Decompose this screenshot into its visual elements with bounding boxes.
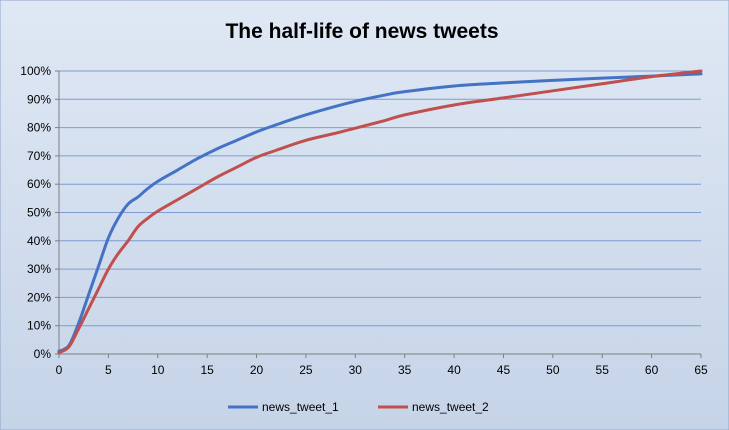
- x-tick-label: 20: [250, 363, 264, 377]
- x-tick-label: 50: [546, 363, 560, 377]
- x-tick-label: 40: [447, 363, 461, 377]
- chart-title: The half-life of news tweets: [225, 20, 498, 43]
- x-tick-label: 35: [398, 363, 412, 377]
- y-axis-tick-labels: 0% 10% 20% 30% 40% 50% 60% 70% 80% 90% 100%: [20, 64, 51, 361]
- series-line-news-tweet-2: [57, 69, 703, 355]
- x-tick-label: 5: [105, 363, 112, 377]
- legend: news_tweet_1 news_tweet_2: [228, 400, 489, 414]
- y-tick-label: 80%: [27, 121, 51, 135]
- y-tick-label: 40%: [27, 234, 51, 248]
- y-tick-label: 0%: [34, 347, 52, 361]
- y-tick-label: 50%: [27, 206, 51, 220]
- x-tick-label: 0: [56, 363, 63, 377]
- y-tick-label: 60%: [27, 177, 51, 191]
- legend-label-news-tweet-2: news_tweet_2: [412, 400, 489, 414]
- x-tick-label: 10: [151, 363, 165, 377]
- y-tick-label: 30%: [27, 262, 51, 276]
- x-tick-label: 30: [349, 363, 363, 377]
- x-tick-label: 25: [299, 363, 313, 377]
- x-tick-label: 65: [694, 363, 708, 377]
- gridlines: [59, 70, 701, 327]
- y-tick-label: 100%: [20, 64, 51, 78]
- x-axis-tick-labels: 0 5 10 15 20 25 30 35 40 45 50 55 60 65: [56, 363, 708, 377]
- x-tick-label: 45: [497, 363, 511, 377]
- x-tick-label: 15: [200, 363, 214, 377]
- series-line-news-tweet-1: [57, 72, 703, 353]
- legend-label-news-tweet-1: news_tweet_1: [262, 400, 339, 414]
- series-lines: [57, 69, 703, 355]
- axes: [55, 70, 702, 358]
- x-tick-label: 60: [645, 363, 659, 377]
- x-tick-label: 55: [596, 363, 610, 377]
- y-tick-label: 10%: [27, 319, 51, 333]
- y-tick-label: 70%: [27, 149, 51, 163]
- y-tick-label: 20%: [27, 290, 51, 304]
- y-tick-label: 90%: [27, 92, 51, 106]
